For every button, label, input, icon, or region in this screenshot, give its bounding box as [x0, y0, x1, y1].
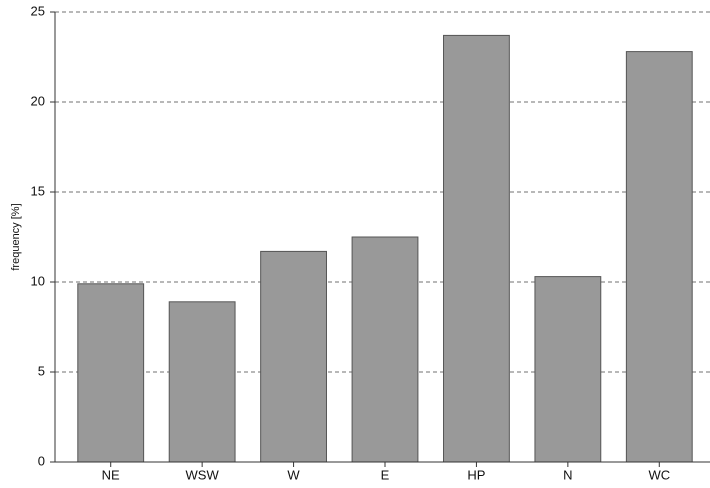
bar [260, 250, 327, 463]
y-axis-label: frequency [%] [10, 203, 22, 270]
y-tick-label: 10 [31, 273, 45, 288]
x-tick-label: WC [648, 467, 670, 482]
bar [351, 236, 419, 463]
x-tick-label: HP [467, 467, 485, 482]
y-tick-label: 5 [38, 363, 45, 378]
y-tick-label: 20 [31, 93, 45, 108]
x-tick-label: N [563, 467, 572, 482]
bar [77, 283, 145, 463]
x-tick-label: NE [102, 467, 120, 482]
x-tick-label: E [381, 467, 390, 482]
bar [443, 34, 510, 463]
y-tick-label: 15 [31, 183, 45, 198]
bar [168, 301, 236, 463]
bar [534, 276, 602, 463]
bar [625, 51, 693, 463]
x-tick-label: W [287, 467, 300, 482]
y-tick-label: 0 [38, 453, 45, 468]
x-tick-label: WSW [186, 467, 220, 482]
y-tick-label: 25 [31, 3, 45, 18]
